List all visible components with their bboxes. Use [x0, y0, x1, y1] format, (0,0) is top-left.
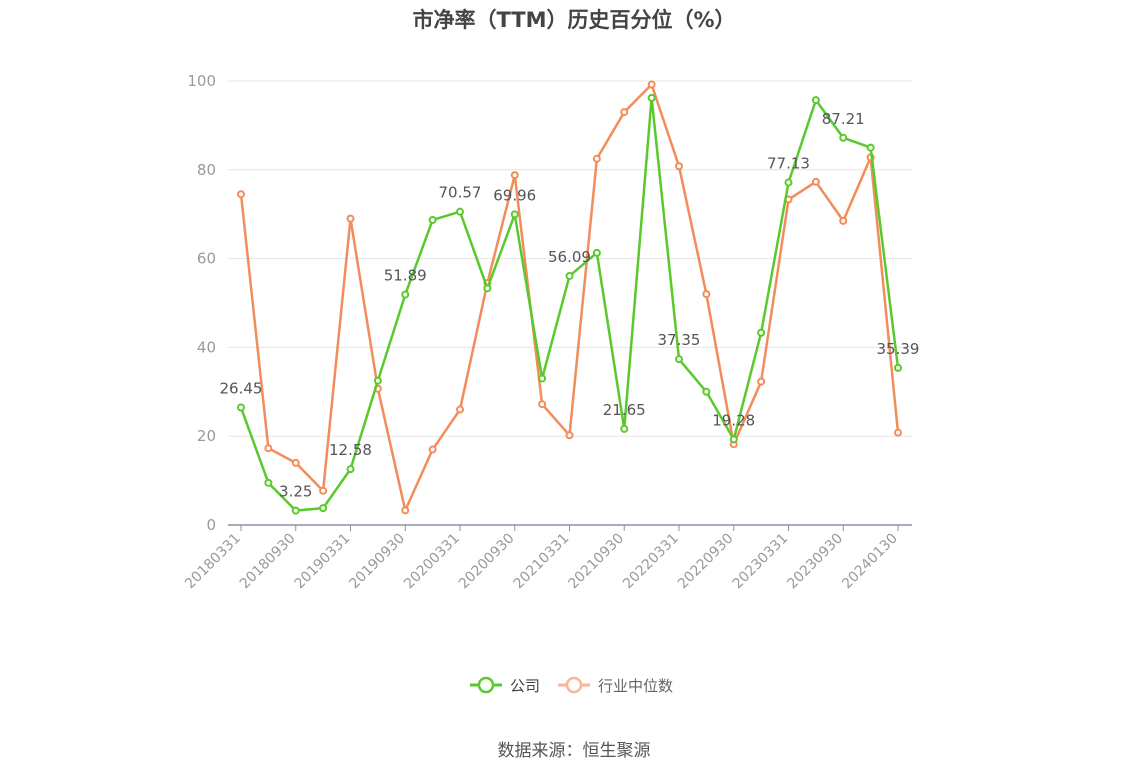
data-point	[264, 444, 273, 453]
y-tick-label: 20	[197, 427, 216, 445]
data-label: 3.25	[279, 483, 312, 501]
x-tick-label: 20240130	[839, 531, 901, 593]
legend-marker-icon	[477, 676, 495, 694]
data-point	[894, 363, 902, 372]
x-tick-label: 20180930	[237, 531, 299, 593]
data-label: 35.39	[877, 340, 920, 358]
data-point	[811, 177, 820, 186]
data-point	[428, 215, 437, 224]
x-tick-label: 20200331	[401, 531, 463, 593]
data-point	[456, 207, 464, 216]
data-point	[620, 424, 629, 433]
data-point	[866, 143, 875, 152]
y-tick-label: 60	[197, 250, 216, 268]
x-tick-label: 20200930	[456, 531, 518, 593]
data-point	[401, 506, 410, 515]
data-point	[839, 133, 848, 142]
data-point	[675, 162, 683, 171]
data-point	[237, 190, 245, 199]
data-point	[346, 465, 355, 474]
x-tick-label: 20210930	[565, 531, 627, 593]
data-point	[319, 486, 328, 495]
x-tick-label: 20220331	[620, 531, 682, 593]
data-label: 77.13	[767, 155, 810, 173]
data-point	[565, 271, 574, 280]
x-tick-label: 20190331	[292, 531, 354, 593]
data-label: 51.89	[384, 267, 427, 285]
data-point	[729, 435, 738, 444]
data-point	[291, 458, 300, 467]
data-point	[839, 216, 848, 225]
data-label: 21.65	[603, 401, 646, 419]
data-label: 26.45	[220, 380, 263, 398]
legend-label: 行业中位数	[598, 677, 673, 695]
legend-label: 公司	[510, 677, 540, 695]
data-point	[811, 96, 820, 105]
x-tick-label: 20180331	[182, 531, 244, 593]
data-label: 69.96	[493, 186, 536, 204]
x-tick-label: 20230930	[784, 531, 846, 593]
data-label: 87.21	[822, 110, 865, 128]
data-point	[510, 210, 519, 219]
y-tick-label: 100	[187, 72, 216, 90]
axes: 0 20 40 60 80 100 2018033120180930201903312019…	[182, 72, 912, 592]
data-point	[346, 214, 355, 223]
data-point	[373, 376, 382, 385]
chart-title: 市净率（TTM）历史百分位（%）	[412, 8, 736, 32]
legend-marker-icon	[565, 676, 583, 694]
data-point	[538, 374, 547, 383]
y-tick-label: 0	[206, 516, 216, 534]
data-point	[483, 284, 492, 293]
x-tick-label: 20220930	[675, 531, 737, 593]
data-point	[757, 328, 766, 337]
data-point	[894, 428, 902, 437]
data-point	[319, 504, 328, 513]
x-tick-label: 20190930	[346, 531, 408, 593]
data-point	[592, 248, 601, 257]
data-label: 37.35	[658, 331, 701, 349]
x-tick-label: 20210331	[511, 531, 573, 593]
data-point	[401, 290, 410, 299]
data-label: 70.57	[439, 184, 482, 202]
data-point	[565, 431, 574, 440]
data-point	[702, 387, 711, 396]
y-tick-label: 80	[197, 161, 216, 179]
x-tick-label: 20230331	[730, 531, 792, 593]
data-point	[702, 290, 711, 299]
data-point	[538, 400, 547, 409]
data-point	[647, 93, 656, 102]
data-point	[757, 377, 766, 386]
data-point	[784, 178, 793, 187]
data-point	[675, 355, 683, 364]
data-point	[237, 403, 245, 412]
data-label: 56.09	[548, 248, 591, 266]
data-point	[620, 108, 629, 117]
y-tick-label: 40	[197, 338, 216, 356]
data-point	[264, 478, 273, 487]
data-point	[592, 154, 601, 163]
data-point	[510, 171, 519, 180]
gridlines	[228, 80, 912, 437]
data-point	[647, 80, 656, 89]
legend: 公司 行业中位数	[470, 676, 673, 695]
data-point	[291, 506, 300, 515]
data-labels: 26.45 3.25 12.58 51.89 70.57 69.96 56.09 21.65 3…	[220, 110, 920, 501]
data-point	[428, 445, 437, 454]
source-note: 数据来源：恒生聚源	[497, 741, 651, 761]
data-point	[456, 405, 464, 414]
data-label: 12.58	[329, 441, 372, 459]
data-label: 19.28	[712, 411, 755, 429]
series	[237, 80, 902, 515]
